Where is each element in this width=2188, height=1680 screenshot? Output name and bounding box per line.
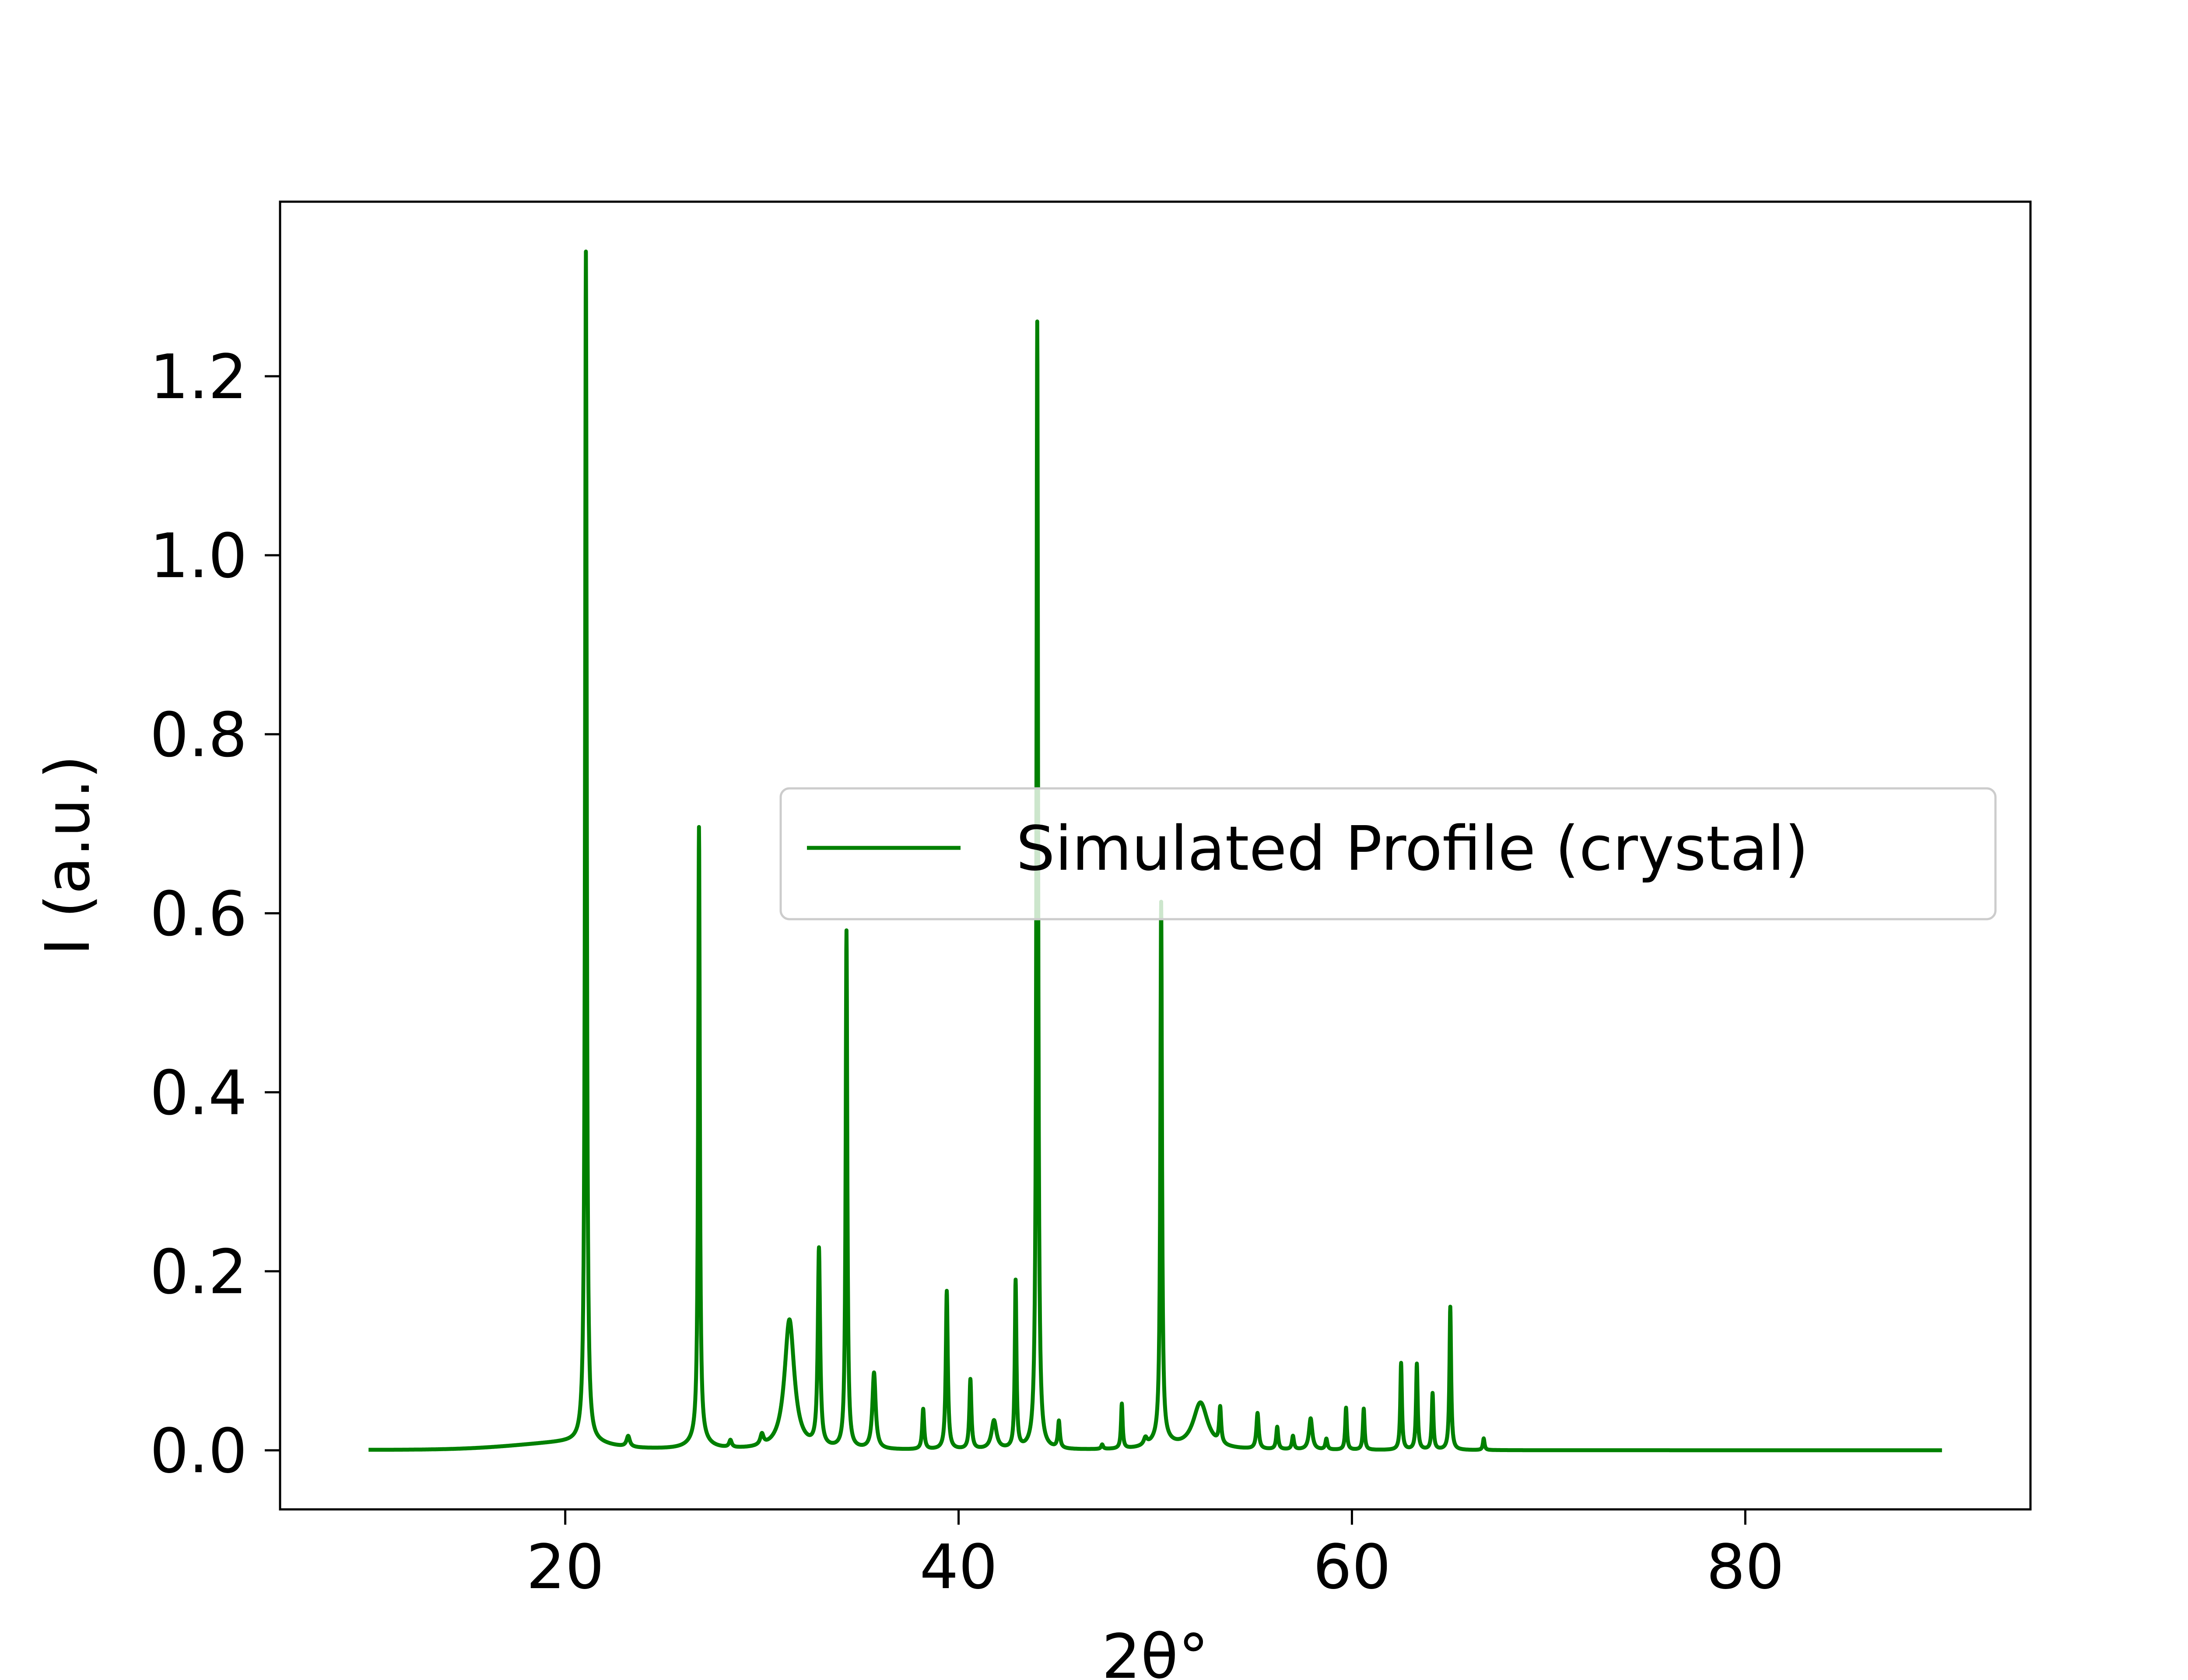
y-tick-label: 0.6 (150, 878, 247, 950)
y-tick-label: 0.0 (150, 1416, 247, 1487)
x-tick-label: 80 (1706, 1532, 1784, 1603)
x-tick-label: 40 (919, 1532, 997, 1603)
y-tick-label: 1.2 (150, 342, 247, 413)
x-tick-label: 60 (1313, 1532, 1391, 1603)
y-axis-ticks: 0.0 0.2 0.4 0.6 0.8 1.0 1.2 (150, 342, 280, 1487)
x-axis-title: 2θ° (1102, 1621, 1209, 1680)
x-tick-label: 20 (526, 1532, 604, 1603)
y-tick-label: 0.2 (150, 1237, 247, 1308)
x-axis-ticks: 20 40 60 80 (526, 1509, 1784, 1603)
legend-box (779, 787, 1997, 920)
plot-frame (279, 200, 2032, 1511)
y-tick-label: 0.4 (150, 1058, 247, 1129)
y-tick-label: 1.0 (150, 521, 247, 592)
legend: Simulated Profile (crystal) (779, 787, 1997, 920)
y-axis-title: I (a.u.) (32, 755, 104, 956)
series-line-simulated-profile (367, 249, 1944, 1452)
legend-label: Simulated Profile (crystal) (1016, 813, 1809, 885)
y-tick-label: 0.8 (150, 700, 247, 771)
